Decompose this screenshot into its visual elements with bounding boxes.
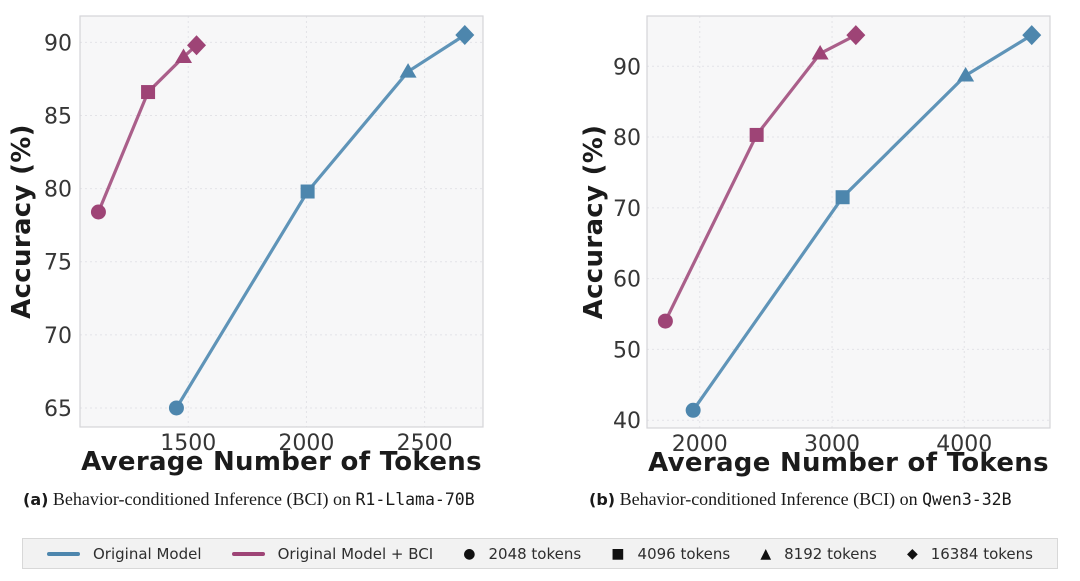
circle-marker-icon: ● <box>463 545 476 562</box>
legend-label-4096-tokens: 4096 tokens <box>637 544 731 563</box>
svg-text:75: 75 <box>44 251 72 276</box>
legend-label-original-model-bci: Original Model + BCI <box>277 544 434 563</box>
svg-text:90: 90 <box>44 31 72 56</box>
triangle-marker-icon: ▲ <box>760 545 772 562</box>
legend-item-4096-tokens: ■ 4096 tokens <box>611 545 730 563</box>
legend-item-16384-tokens: ◆ 16384 tokens <box>907 545 1033 563</box>
caption-b-label: (b) <box>589 490 616 509</box>
legend-item-original-model: Original Model <box>47 545 202 563</box>
svg-text:70: 70 <box>613 197 641 222</box>
legend: Original Model Original Model + BCI ● 20… <box>22 538 1058 569</box>
legend-label-16384-tokens: 16384 tokens <box>930 544 1033 563</box>
caption-a-text: Behavior-conditioned Inference (BCI) on <box>52 489 351 509</box>
svg-text:80: 80 <box>613 126 641 151</box>
svg-text:1500: 1500 <box>160 431 216 456</box>
svg-text:50: 50 <box>613 338 641 363</box>
legend-line-pink-icon <box>231 551 265 556</box>
caption-b-text: Behavior-conditioned Inference (BCI) on <box>619 489 918 509</box>
chart-b-qwen3-32b: 2000 3000 4000 40 50 60 70 80 90 Average Number o… <box>579 15 1051 478</box>
svg-text:Average Number of Tokens: Average Number of Tokens <box>648 448 1049 478</box>
legend-item-8192-tokens: ▲ 8192 tokens <box>760 545 876 563</box>
svg-text:3000: 3000 <box>804 432 860 457</box>
caption-b: (b) Behavior-conditioned Inference (BCI)… <box>589 486 1041 513</box>
caption-a-model-name: R1-Llama-70B <box>355 490 475 509</box>
legend-label-2048-tokens: 2048 tokens <box>488 544 582 563</box>
svg-text:2000: 2000 <box>278 431 334 456</box>
caption-a: (a) Behavior-conditioned Inference (BCI)… <box>23 486 493 513</box>
legend-label-original-model: Original Model <box>93 544 202 563</box>
svg-text:Accuracy (%): Accuracy (%) <box>579 125 609 320</box>
svg-text:4000: 4000 <box>936 432 992 457</box>
svg-text:80: 80 <box>44 178 72 203</box>
svg-text:65: 65 <box>44 397 72 422</box>
caption-b-model-name: Qwen3-32B <box>922 490 1012 509</box>
svg-text:2500: 2500 <box>397 431 453 456</box>
legend-item-2048-tokens: ● 2048 tokens <box>463 545 581 563</box>
chart-a-r1-llama-70b: 1500 2000 2500 65 70 75 80 85 90 Average Number o… <box>7 15 484 477</box>
legend-line-blue-icon <box>47 551 80 556</box>
diamond-marker-icon: ◆ <box>906 545 918 562</box>
svg-text:85: 85 <box>44 104 72 129</box>
caption-a-label: (a) <box>23 490 49 509</box>
svg-text:40: 40 <box>613 409 641 434</box>
legend-item-original-model-bci: Original Model + BCI <box>231 544 434 563</box>
svg-text:Accuracy (%): Accuracy (%) <box>7 124 37 319</box>
svg-text:60: 60 <box>613 268 641 293</box>
svg-text:90: 90 <box>613 55 641 80</box>
square-marker-icon: ■ <box>611 545 625 562</box>
legend-label-8192-tokens: 8192 tokens <box>784 544 877 563</box>
svg-text:Average Number of Tokens: Average Number of Tokens <box>81 447 482 477</box>
svg-text:70: 70 <box>44 324 72 349</box>
svg-text:2000: 2000 <box>672 432 728 457</box>
